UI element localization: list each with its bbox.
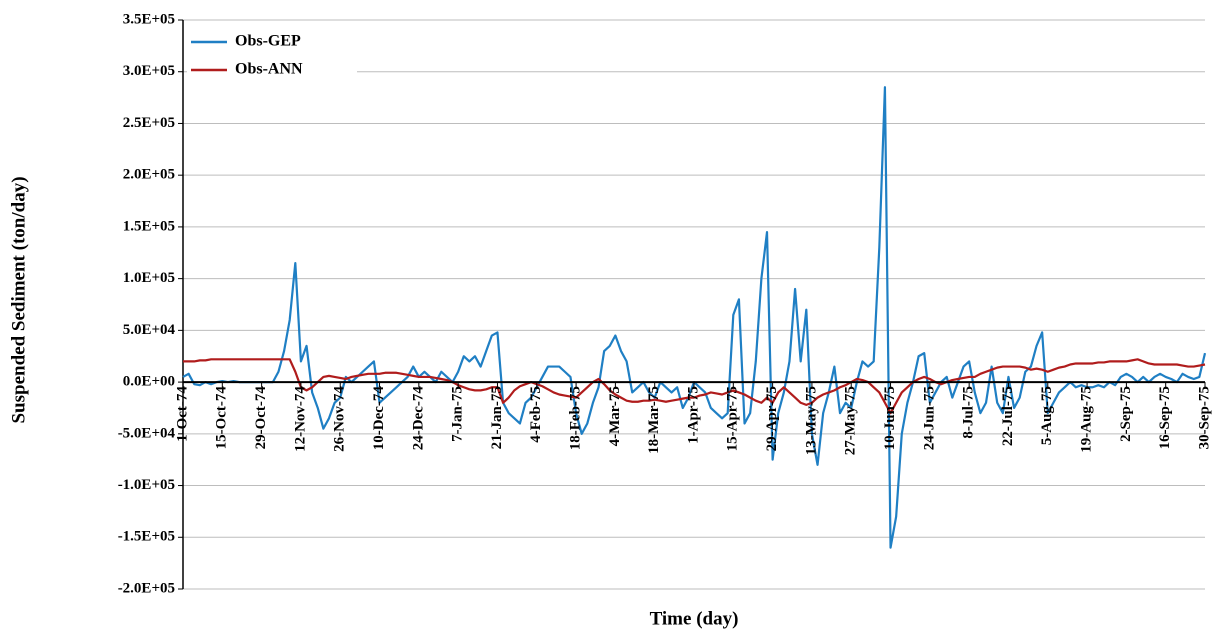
x-tick-label: 1-Apr-75 (685, 386, 701, 444)
y-tick-label: -2.0E+05 (118, 580, 175, 596)
y-tick-label: -1.5E+05 (118, 529, 175, 545)
x-tick-label: 8-Jul-75 (961, 386, 977, 439)
legend-box (187, 28, 357, 88)
x-tick-label: 10-Jun-75 (882, 386, 898, 450)
series-line (183, 358, 1206, 415)
series-line (182, 86, 1207, 549)
y-tick-label: 3.0E+05 (123, 63, 175, 79)
x-tick-label: 13-May-75 (803, 386, 819, 455)
y-tick-label: 3.5E+05 (123, 11, 175, 27)
x-tick-label: 4-Feb-75 (528, 386, 544, 443)
y-tick-label: 1.0E+05 (123, 270, 175, 286)
x-tick-label: 22-Jul-75 (1000, 386, 1016, 446)
x-tick-label: 7-Jan-75 (450, 386, 466, 442)
x-tick-label: 10-Dec-74 (371, 386, 387, 451)
x-tick-label: 26-Nov-74 (332, 386, 348, 452)
x-tick-label: 24-Jun-75 (921, 386, 937, 450)
x-tick-label: 2-Sep-75 (1118, 386, 1134, 442)
x-tick-label: 24-Dec-74 (410, 386, 426, 451)
x-tick-label: 15-Oct-74 (214, 386, 230, 450)
x-tick-label: 5-Aug-75 (1039, 386, 1055, 445)
x-tick-label: 16-Sep-75 (1157, 386, 1173, 449)
x-tick-label: 30-Sep-75 (1196, 386, 1212, 449)
legend-label: Obs-ANN (235, 61, 303, 78)
x-tick-label: 12-Nov-74 (292, 386, 308, 452)
x-tick-label: 29-Oct-74 (253, 386, 269, 450)
x-tick-label: 1-Oct-74 (174, 386, 190, 442)
x-tick-label: 27-May-75 (843, 386, 859, 455)
y-tick-label: -1.0E+05 (118, 477, 175, 493)
y-tick-label: -5.0E+04 (118, 425, 176, 441)
y-tick-label: 2.0E+05 (123, 167, 175, 183)
x-tick-label: 18-Mar-75 (646, 386, 662, 454)
y-tick-label: 2.5E+05 (123, 115, 175, 131)
y-tick-label: 5.0E+04 (123, 322, 176, 338)
x-tick-label: 29-Apr-75 (764, 386, 780, 451)
x-tick-label: 4-Mar-75 (607, 386, 623, 446)
legend-label: Obs-GEP (235, 33, 301, 50)
x-tick-label: 18-Feb-75 (568, 386, 584, 450)
y-tick-label: 0.0E+00 (123, 374, 175, 390)
x-tick-label: 15-Apr-75 (725, 386, 741, 451)
y-tick-label: 1.5E+05 (123, 218, 175, 234)
x-tick-label: 19-Aug-75 (1079, 386, 1095, 453)
x-axis-title: Time (day) (650, 608, 739, 629)
y-axis-title: Suspended Sediment (ton/day) (8, 176, 29, 423)
x-tick-label: 21-Jan-75 (489, 386, 505, 449)
